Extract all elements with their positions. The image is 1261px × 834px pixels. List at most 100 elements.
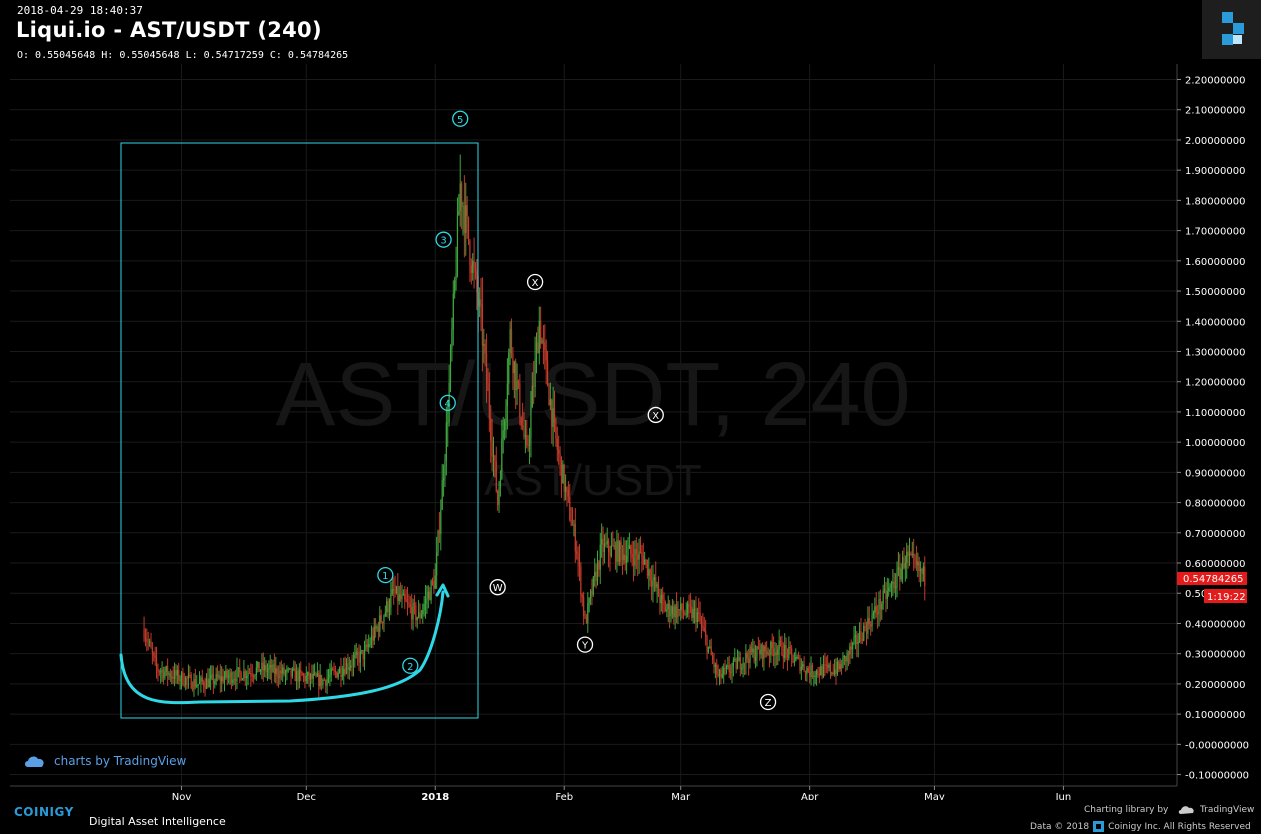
candle-body [343, 668, 345, 676]
candle-body [664, 605, 667, 612]
candle-body [620, 541, 622, 549]
candle-body [680, 603, 682, 610]
candle-body [291, 669, 294, 677]
candle-body [540, 320, 542, 344]
candle-body [516, 380, 518, 391]
candle-body [548, 385, 550, 406]
candle-body [870, 624, 872, 627]
candle-body [348, 667, 350, 670]
candle-body [871, 614, 873, 627]
candle-body [639, 551, 642, 553]
candle-body [189, 674, 191, 676]
candle-body [438, 530, 441, 534]
candle-body [607, 540, 610, 553]
y-tick-label: -0.00000000 [1185, 740, 1249, 751]
candle-body [409, 604, 411, 607]
candle-body [610, 545, 612, 557]
last-price-tag: 0.54784265 [1177, 572, 1247, 585]
candle-body [856, 635, 858, 645]
candle-body [800, 666, 802, 672]
y-tick-label: 2.20000000 [1185, 76, 1245, 87]
candle-body [312, 673, 314, 679]
candle-body [693, 608, 696, 610]
candle-body [648, 569, 650, 576]
candle-body [534, 358, 536, 387]
candle-body [793, 660, 796, 663]
candle-body [566, 487, 568, 490]
candle-body [864, 626, 866, 628]
candle-body [254, 675, 256, 677]
candle-body [724, 668, 726, 670]
candle-body [782, 655, 784, 658]
wave-label-text: 4 [445, 399, 451, 410]
candle-body [180, 672, 183, 680]
candle-body [702, 625, 704, 629]
candle-body [710, 646, 712, 656]
candle-body [860, 630, 862, 640]
candle-body [638, 551, 640, 560]
tradingview-link-label: charts by TradingView [54, 754, 187, 768]
candle-body [882, 590, 884, 605]
candle-body [311, 674, 313, 679]
candle-body [696, 612, 698, 623]
candle-body [687, 603, 689, 614]
wave-label-X: X [526, 273, 544, 291]
candle-body [434, 575, 436, 589]
candle-body [395, 586, 398, 594]
candle-body [422, 610, 424, 615]
coinigy-small-icon [1093, 821, 1105, 832]
candle-body [617, 540, 619, 562]
candle-body [627, 549, 629, 557]
candle-body [616, 540, 618, 562]
candle-body [284, 672, 287, 675]
candle-body [613, 545, 615, 547]
candle-body [420, 614, 422, 618]
candle-body [165, 666, 167, 672]
candle-body [910, 553, 912, 555]
candle-body [294, 668, 296, 682]
candle-body [186, 677, 188, 679]
footer-brand[interactable]: COINIGY [14, 805, 74, 819]
candle-body [691, 606, 693, 618]
y-tick-label: 1.80000000 [1185, 196, 1245, 207]
candle-body [842, 657, 844, 669]
candle-body [832, 672, 834, 675]
candle-body [150, 641, 152, 648]
candle-body [334, 670, 337, 673]
base-curve-arrowhead [435, 583, 450, 598]
candle-body [415, 605, 417, 621]
candle-body [322, 680, 324, 685]
candle-body [623, 554, 625, 560]
candle-body [878, 598, 880, 615]
candle-body [337, 673, 339, 678]
candle-body [886, 591, 888, 599]
candle-body [191, 688, 194, 690]
candle-body [473, 260, 475, 268]
candle-body [467, 216, 470, 242]
y-tick-label: -0.10000000 [1185, 771, 1249, 782]
candle-body [567, 489, 569, 497]
wave-label-text: 3 [440, 236, 446, 247]
candle-body [273, 664, 276, 674]
candle-body [472, 260, 474, 273]
candle-body [634, 549, 636, 566]
cloud-icon [25, 756, 44, 767]
candle-body [919, 568, 922, 572]
wave-label-3: 3 [435, 231, 452, 248]
candle-body [365, 644, 367, 649]
tradingview-link[interactable]: charts by TradingView [24, 754, 186, 768]
candle-body [289, 668, 291, 670]
candle-body [703, 628, 705, 632]
candle-body [485, 353, 488, 384]
candle-body [246, 675, 248, 678]
candle-body [162, 669, 165, 678]
candle-body [527, 445, 529, 447]
footer-tradingview[interactable]: TradingView [1178, 805, 1254, 815]
candle-body [234, 679, 237, 682]
time-axis: Nov Dec 2018 Feb Mar Apr May Jun [172, 786, 1071, 803]
candle-body [283, 667, 285, 675]
candle-body [562, 464, 564, 484]
candle-body [736, 660, 739, 670]
candle-body [157, 667, 159, 672]
